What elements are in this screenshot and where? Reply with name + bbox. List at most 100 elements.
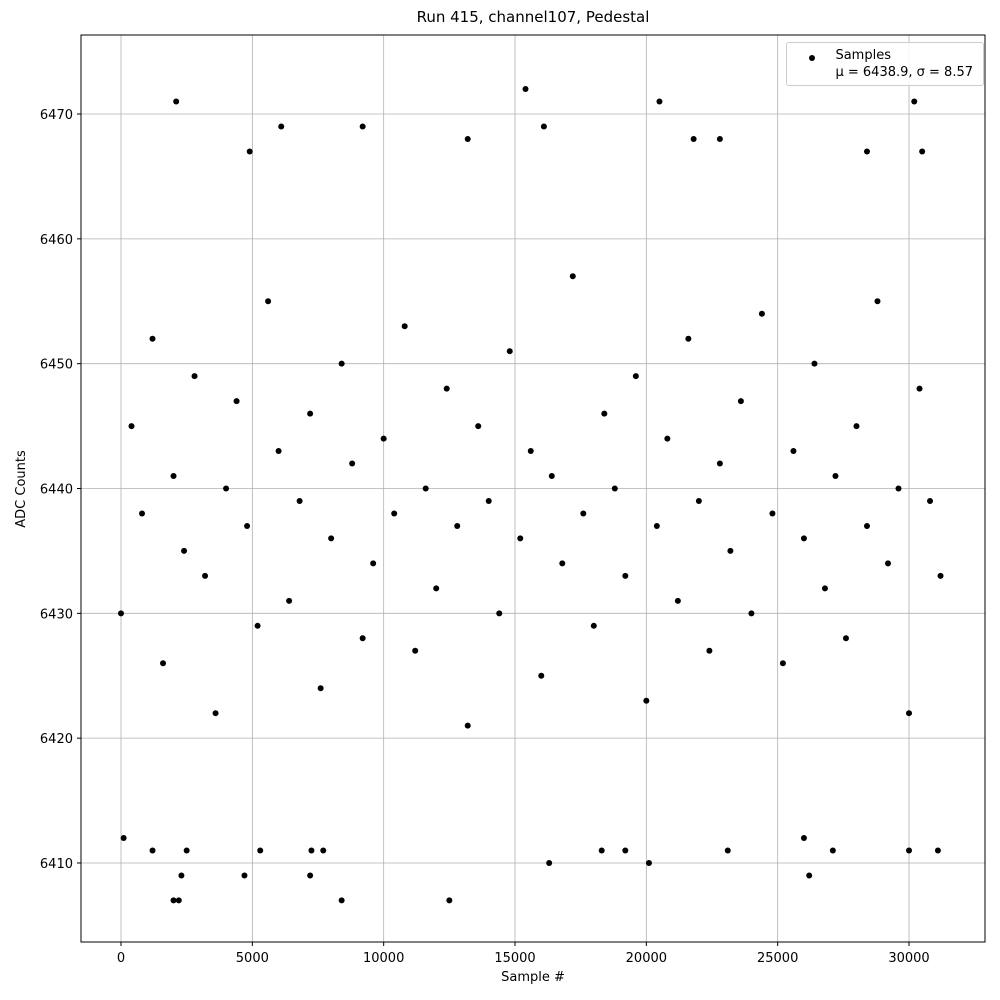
data-point <box>181 547 188 554</box>
data-point <box>265 298 272 305</box>
x-tick-label: 30000 <box>888 951 929 966</box>
data-point <box>246 148 253 155</box>
chart-title: Run 415, channel107, Pedestal <box>417 8 650 26</box>
data-point <box>233 398 240 405</box>
data-point <box>664 435 671 442</box>
data-point <box>328 535 335 542</box>
data-point <box>811 360 818 367</box>
x-tick-label: 10000 <box>363 951 404 966</box>
data-point <box>916 385 923 392</box>
data-point <box>254 622 261 629</box>
data-point <box>727 547 734 554</box>
data-point <box>611 485 618 492</box>
data-point <box>422 485 429 492</box>
data-point <box>884 560 891 567</box>
data-point <box>522 86 529 93</box>
data-point <box>821 585 828 592</box>
data-point <box>632 373 639 380</box>
legend-marker <box>809 55 816 61</box>
data-point <box>191 373 198 380</box>
data-point <box>758 310 765 317</box>
data-point <box>485 497 492 504</box>
x-tick-label: 0 <box>117 951 125 966</box>
data-point <box>307 410 314 417</box>
data-point <box>257 847 264 854</box>
data-point <box>911 98 918 105</box>
data-point <box>370 560 377 567</box>
data-point <box>380 435 387 442</box>
y-tick-label: 6420 <box>40 732 73 747</box>
data-point <box>601 410 608 417</box>
data-point <box>934 847 941 854</box>
data-point <box>790 448 797 455</box>
data-point <box>178 872 185 879</box>
data-point <box>716 460 723 467</box>
data-point <box>149 335 156 342</box>
data-point <box>286 597 293 604</box>
data-point <box>454 522 461 529</box>
data-point <box>919 148 926 155</box>
data-point <box>842 635 849 642</box>
data-point <box>296 497 303 504</box>
x-tick-label: 5000 <box>236 951 269 966</box>
data-point <box>716 135 723 142</box>
data-point <box>706 647 713 654</box>
data-point <box>906 847 913 854</box>
data-point <box>202 572 209 579</box>
data-point <box>307 872 314 879</box>
y-tick-label: 6460 <box>40 233 73 248</box>
data-point <box>496 610 503 617</box>
data-point <box>674 597 681 604</box>
data-point <box>643 697 650 704</box>
data-point <box>149 847 156 854</box>
data-point <box>829 847 836 854</box>
y-tick-label: 6410 <box>40 857 73 872</box>
data-point <box>446 897 453 904</box>
data-point <box>443 385 450 392</box>
data-point <box>338 360 345 367</box>
data-point <box>212 710 219 717</box>
data-point <box>779 660 786 667</box>
x-tick-label: 15000 <box>494 951 535 966</box>
data-point <box>540 123 547 130</box>
x-axis-label: Sample # <box>501 970 565 985</box>
legend-label: Samples μ = 6438.9, σ = 8.57 <box>835 48 973 80</box>
data-point <box>464 135 471 142</box>
y-tick-label: 6470 <box>40 108 73 123</box>
data-point <box>359 123 366 130</box>
data-point <box>580 510 587 517</box>
x-tick-label: 25000 <box>757 951 798 966</box>
data-point <box>559 560 566 567</box>
data-point <box>937 572 944 579</box>
data-point <box>724 847 731 854</box>
data-point <box>338 897 345 904</box>
data-point <box>160 660 167 667</box>
data-point <box>656 98 663 105</box>
data-point <box>695 497 702 504</box>
data-point <box>412 647 419 654</box>
data-point <box>895 485 902 492</box>
data-point <box>506 348 513 355</box>
data-point <box>120 835 127 842</box>
data-point <box>223 485 230 492</box>
data-point <box>863 522 870 529</box>
data-point <box>278 123 285 130</box>
data-point <box>128 423 135 430</box>
data-point <box>317 685 324 692</box>
data-point <box>320 847 327 854</box>
data-point <box>748 610 755 617</box>
data-point <box>527 448 534 455</box>
data-point <box>118 610 125 617</box>
data-point <box>308 847 315 854</box>
data-point <box>170 897 177 904</box>
y-tick-label: 6440 <box>40 483 73 498</box>
data-point <box>548 473 555 480</box>
data-point <box>359 635 366 642</box>
data-point <box>598 847 605 854</box>
data-point <box>685 335 692 342</box>
data-point <box>622 847 629 854</box>
data-point <box>433 585 440 592</box>
data-point <box>173 98 180 105</box>
